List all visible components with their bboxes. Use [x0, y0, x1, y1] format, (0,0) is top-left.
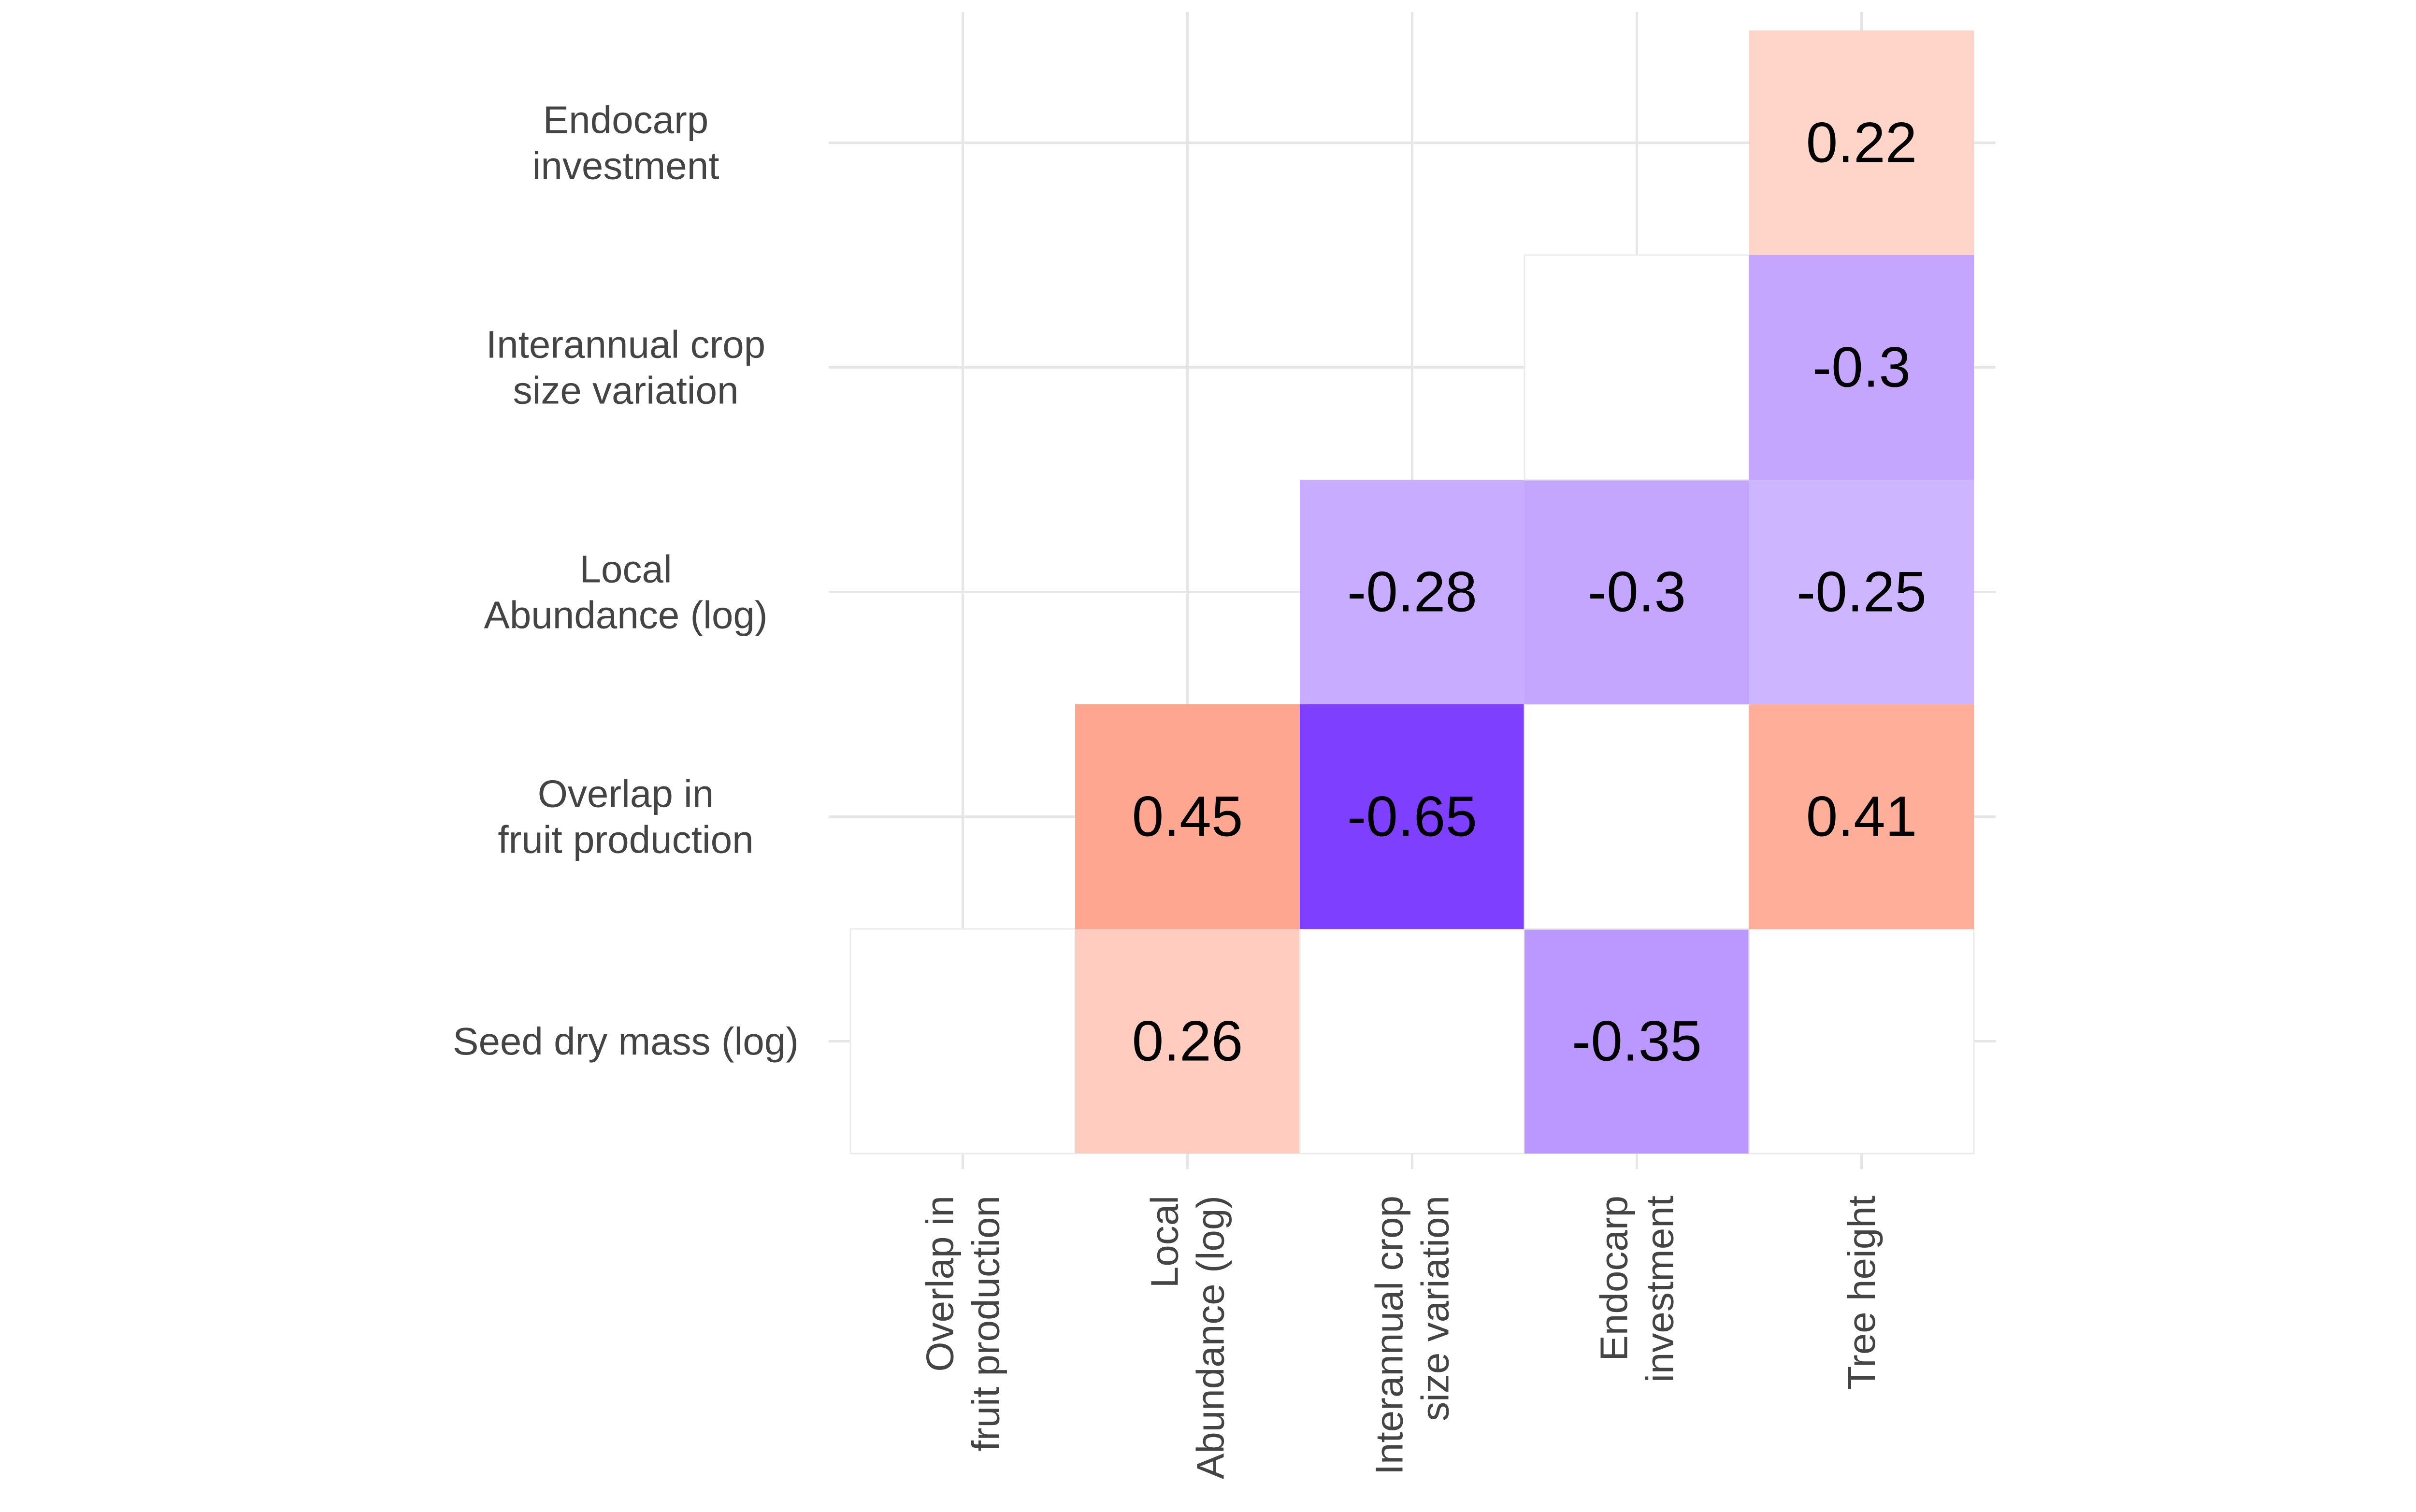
cell-value-label: 0.41 [1806, 785, 1917, 849]
heatmap-cell [849, 928, 1076, 1155]
cell-value-label: -0.28 [1347, 560, 1477, 624]
cell-value-label: 0.26 [1132, 1010, 1243, 1073]
heatmap-cells [849, 30, 1975, 1155]
heatmap-cell [1749, 704, 1974, 929]
x-tick-label-group: Overlap infruit production [919, 1196, 1007, 1451]
y-tick-label: Endocarp investment [532, 99, 719, 187]
heatmap-cell [1075, 704, 1300, 929]
x-tick-label: Tree height [1840, 1196, 1883, 1390]
heatmap-cell [1075, 929, 1300, 1154]
x-axis-tick-labels: Overlap infruit production LocalAbundance… [919, 1196, 1884, 1479]
cell-value-label: -0.25 [1797, 560, 1927, 624]
x-tick-label-group: Interannual cropsize variation [1368, 1196, 1457, 1475]
heatmap-cell [1748, 928, 1975, 1155]
x-tick-label-group: LocalAbundance (log) [1143, 1196, 1232, 1479]
y-axis-tick-labels: Seed dry mass (log) Overlap in fruit produ… [453, 99, 799, 1063]
heatmap-cell [1524, 703, 1750, 930]
x-tick-label: LocalAbundance (log) [1143, 1196, 1232, 1479]
cell-value-label: -0.35 [1572, 1010, 1702, 1073]
heatmap-cell [1524, 929, 1749, 1154]
heatmap-cell [1524, 254, 1750, 481]
x-tick-label-group: Endocarpinvestment [1593, 1196, 1682, 1383]
cell-value-label: 0.22 [1806, 111, 1917, 175]
heatmap-cell [1300, 704, 1524, 929]
y-tick-label: Local Abundance (log) [484, 548, 767, 637]
heatmap-cell [1749, 255, 1974, 480]
heatmap-cell [1299, 928, 1525, 1155]
cell-value-labels: 0.26 -0.35 0.45 -0.65 0.41 -0.28 -0.3 -0.25 -0.3… [1132, 111, 1927, 1073]
heatmap-cell [1749, 30, 1974, 255]
cell-value-label: -0.65 [1347, 785, 1477, 849]
heatmap-cell [1300, 480, 1524, 704]
y-tick-label: Interannual crop size variation [486, 323, 765, 412]
x-tick-label-group: Tree height [1840, 1196, 1883, 1390]
x-tick-label: Interannual cropsize variation [1368, 1196, 1457, 1475]
cell-value-label: 0.45 [1132, 785, 1243, 849]
y-tick-label: Seed dry mass (log) [453, 1020, 799, 1063]
x-tick-label: Overlap infruit production [919, 1196, 1007, 1451]
heatmap-cell [1524, 480, 1749, 704]
y-tick-label: Overlap in fruit production [498, 772, 753, 861]
heatmap-cell [1749, 480, 1974, 704]
cell-value-label: -0.3 [1588, 560, 1686, 624]
cell-value-label: -0.3 [1812, 336, 1911, 399]
x-tick-label: Endocarpinvestment [1593, 1196, 1682, 1383]
